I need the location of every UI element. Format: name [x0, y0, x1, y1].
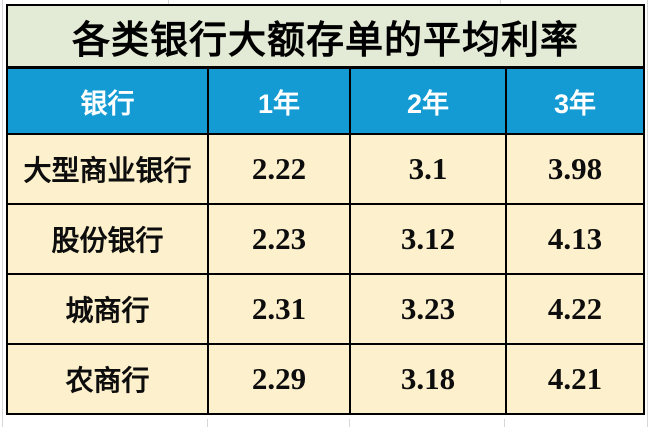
rate-cell-1year: 2.29 — [207, 343, 351, 415]
bank-name-cell: 农商行 — [6, 343, 209, 415]
sheet-gridline — [207, 419, 208, 427]
bank-name-cell: 城商行 — [6, 273, 209, 345]
table-row-rural-commercial-banks: 农商行 2.29 3.18 4.21 — [6, 343, 646, 415]
column-header-2year: 2年 — [349, 66, 507, 135]
column-header-1year: 1年 — [207, 66, 351, 135]
rate-cell-1year: 2.23 — [207, 203, 351, 275]
bank-name-cell: 股份银行 — [6, 203, 209, 275]
table-row-large-commercial-banks: 大型商业银行 2.22 3.1 3.98 — [6, 133, 646, 205]
rate-cell-3year: 3.98 — [504, 133, 646, 205]
header-row: 银行 1年 2年 3年 — [6, 66, 646, 135]
rate-cell-3year: 4.22 — [504, 273, 646, 345]
rate-cell-1year: 2.22 — [207, 133, 351, 205]
sheet-gridline — [349, 419, 350, 427]
rate-cell-1year: 2.31 — [207, 273, 351, 345]
column-header-bank: 银行 — [6, 66, 209, 135]
bank-deposit-rate-table: 各类银行大额存单的平均利率 银行 1年 2年 3年 大型商业银行 2.22 3.… — [5, 4, 646, 415]
sheet-gridline — [2, 0, 3, 427]
title-row: 各类银行大额存单的平均利率 — [5, 4, 646, 69]
table-title: 各类银行大额存单的平均利率 — [5, 4, 646, 69]
table-row-city-commercial-banks: 城商行 2.31 3.23 4.22 — [6, 273, 646, 345]
bank-name-cell: 大型商业银行 — [6, 133, 209, 205]
rate-cell-3year: 4.21 — [504, 343, 646, 415]
rate-cell-2year: 3.1 — [349, 133, 507, 205]
sheet-gridline — [500, 0, 501, 5]
sheet-gridline — [647, 0, 648, 427]
table-row-joint-stock-banks: 股份银行 2.23 3.12 4.13 — [6, 203, 646, 275]
sheet-gridline — [168, 0, 169, 5]
sheet-gridline — [504, 419, 505, 427]
column-header-3year: 3年 — [504, 66, 646, 135]
rate-cell-2year: 3.12 — [349, 203, 507, 275]
rate-cell-2year: 3.18 — [349, 343, 507, 415]
rate-cell-3year: 4.13 — [504, 203, 646, 275]
rate-cell-2year: 3.23 — [349, 273, 507, 345]
